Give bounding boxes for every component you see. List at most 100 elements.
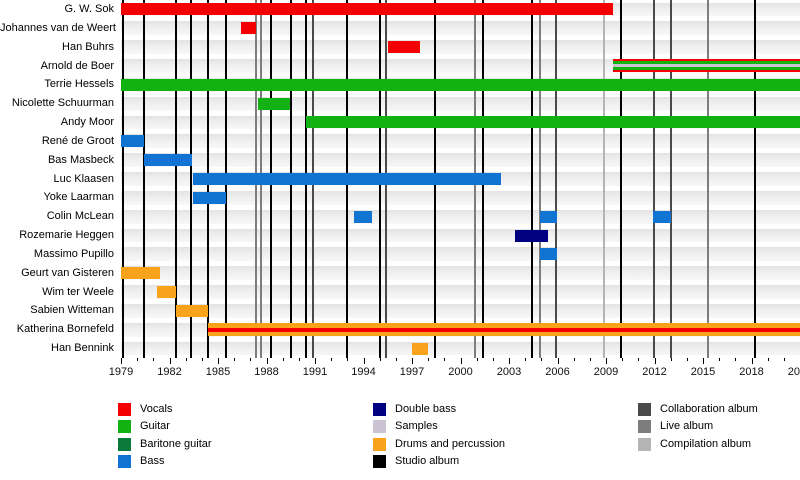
x-minor-tick (282, 358, 284, 361)
album-line-collaboration (554, 0, 557, 358)
x-minor-tick (767, 358, 769, 361)
x-minor-tick (638, 358, 640, 361)
x-tick-label: 1994 (351, 366, 376, 378)
member-label: Han Buhrs (62, 40, 114, 53)
member-label: Rozemarie Heggen (19, 229, 114, 242)
legend-swatch-bass (118, 455, 131, 469)
legend-label: Samples (395, 420, 438, 433)
legend-swatch-studio (373, 455, 386, 469)
x-tick-label: 2003 (496, 366, 522, 378)
x-tick-label: 1985 (205, 366, 231, 378)
legend-label: Baritone guitar (140, 437, 212, 450)
legend-swatch-live (638, 420, 651, 434)
x-minor-tick (444, 358, 446, 361)
row-band (121, 341, 800, 356)
bar-stripe-vocals (613, 70, 800, 73)
x-tick-label: 2015 (690, 366, 716, 378)
x-minor-tick (476, 358, 478, 361)
legend-label: Drums and percussion (395, 437, 506, 450)
x-tick-label: 1988 (254, 366, 279, 378)
x-minor-tick (298, 358, 300, 361)
x-major-tick (703, 358, 704, 364)
album-line-collaboration (652, 0, 655, 358)
x-tick-label: 1979 (108, 366, 134, 378)
member-bar (353, 210, 372, 223)
member-bar (175, 304, 209, 317)
x-major-tick (315, 358, 316, 364)
row-band (121, 303, 800, 318)
bar-stripe-vocals (208, 327, 800, 332)
legend-swatch-double_bass (373, 403, 386, 416)
row-band (121, 153, 800, 168)
member-bar (121, 3, 614, 16)
x-minor-tick (735, 358, 737, 361)
legend-label: Vocals (140, 403, 173, 415)
x-minor-tick (492, 358, 494, 361)
member-label: René de Groot (41, 134, 114, 147)
member-label: Nicolette Schuurman (11, 97, 114, 110)
x-major-tick (218, 358, 219, 364)
album-line-live (538, 0, 541, 358)
x-minor-tick (670, 358, 672, 361)
member-label: Andy Moor (60, 116, 114, 129)
x-minor-tick (379, 358, 381, 361)
legend-swatch-collaboration (638, 403, 651, 416)
x-minor-tick (234, 358, 236, 361)
member-label: Massimo Pupillo (33, 247, 114, 260)
row-band (121, 134, 800, 149)
x-minor-tick (783, 358, 785, 361)
member-bar (121, 135, 144, 148)
x-major-tick (751, 358, 753, 364)
member-label: Arnold de Boer (40, 59, 114, 72)
member-label: Bas Masbeck (47, 153, 114, 166)
member-bar (387, 41, 421, 54)
x-minor-tick (185, 358, 187, 361)
x-minor-tick (250, 358, 252, 361)
x-minor-tick (347, 358, 349, 361)
member-bar (192, 173, 501, 185)
member-label: Han Bennink (51, 342, 114, 355)
album-line-studio (121, 0, 124, 358)
member-label: Katherina Bornefeld (16, 323, 114, 336)
album-line-studio (753, 0, 756, 358)
x-minor-tick (622, 358, 624, 361)
x-minor-tick (573, 358, 575, 361)
x-minor-tick (525, 358, 527, 361)
x-major-tick (509, 358, 510, 364)
x-minor-tick (541, 358, 543, 361)
row-band (121, 247, 800, 262)
member-bar (192, 191, 227, 204)
member-label: Geurt van Gisteren (21, 266, 114, 279)
row-band (121, 209, 800, 224)
x-major-tick (266, 358, 268, 364)
member-bar (539, 248, 558, 261)
x-minor-tick (686, 358, 688, 361)
member-bar (143, 154, 193, 167)
x-major-tick (169, 358, 171, 364)
member-bar (306, 116, 800, 129)
x-tick-label: 1982 (157, 366, 182, 378)
x-minor-tick (331, 358, 333, 361)
member-bar (121, 78, 800, 91)
album-line-studio (142, 0, 145, 358)
legend-swatch-guitar (118, 420, 131, 434)
x-minor-tick (395, 358, 397, 361)
x-tick-label: 2000 (448, 366, 473, 378)
member-label: Wim ter Weele (42, 285, 114, 298)
member-label: Terrie Hessels (44, 78, 114, 91)
member-label: Luc Klaasen (53, 172, 114, 185)
x-major-tick (121, 358, 122, 364)
legend-swatch-vocals (118, 403, 131, 416)
legend-swatch-baritone_guitar (118, 437, 131, 451)
album-line-compilation (603, 0, 606, 358)
album-line-studio (530, 0, 533, 358)
album-line-live (706, 0, 709, 358)
member-bar (240, 22, 256, 35)
x-major-tick (557, 358, 559, 364)
member-bar (613, 59, 800, 73)
x-major-tick (460, 358, 462, 364)
legend-label: Guitar (140, 420, 170, 433)
x-tick-label: 2012 (642, 366, 667, 378)
member-bar (156, 286, 176, 299)
member-label: Yoke Laarman (43, 191, 114, 204)
